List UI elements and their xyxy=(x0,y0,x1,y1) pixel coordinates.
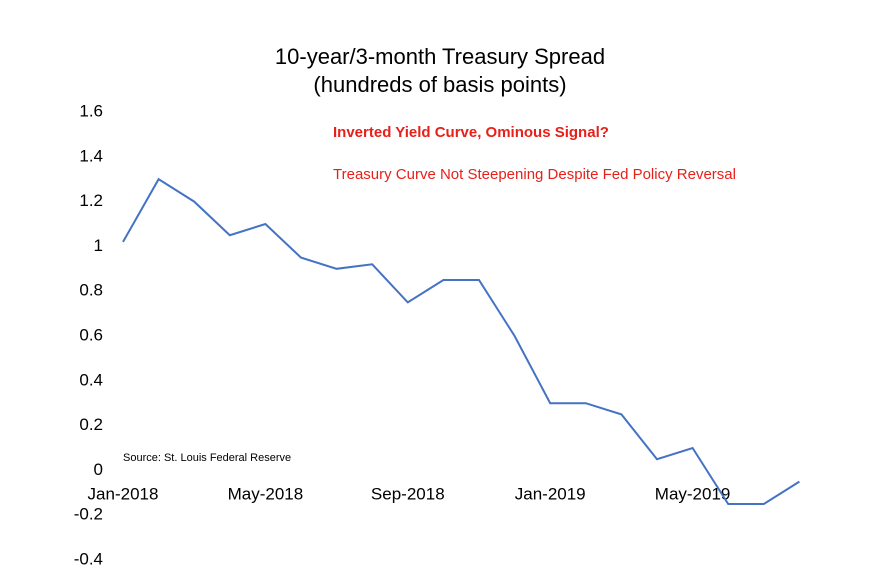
annotation: Inverted Yield Curve, Ominous Signal? xyxy=(333,124,609,141)
y-tick-label: -0.2 xyxy=(74,505,103,524)
x-tick-label: Jan-2018 xyxy=(88,484,159,503)
chart-title: 10-year/3-month Treasury Spread xyxy=(275,44,605,69)
y-tick-label: 1.6 xyxy=(79,101,103,120)
y-tick-label: 1.4 xyxy=(79,146,103,165)
chart-subtitle: (hundreds of basis points) xyxy=(313,72,566,97)
y-tick-label: 0.6 xyxy=(79,325,103,344)
y-tick-label: 1.2 xyxy=(79,191,103,210)
x-tick-label: May-2019 xyxy=(655,484,731,503)
y-tick-label: 0 xyxy=(94,460,103,479)
y-tick-label: -0.4 xyxy=(74,549,103,568)
source-note: Source: St. Louis Federal Reserve xyxy=(123,452,291,464)
y-tick-label: 1 xyxy=(94,236,103,255)
y-tick-label: 0.2 xyxy=(79,415,103,434)
data-line xyxy=(122,177,800,505)
x-tick-label: May-2018 xyxy=(228,484,304,503)
x-tick-label: Sep-2018 xyxy=(371,484,445,503)
x-tick-label: Jan-2019 xyxy=(515,484,586,503)
y-tick-label: 0.4 xyxy=(79,370,103,389)
y-tick-label: 0.8 xyxy=(79,281,103,300)
annotation: Treasury Curve Not Steepening Despite Fe… xyxy=(333,166,736,183)
